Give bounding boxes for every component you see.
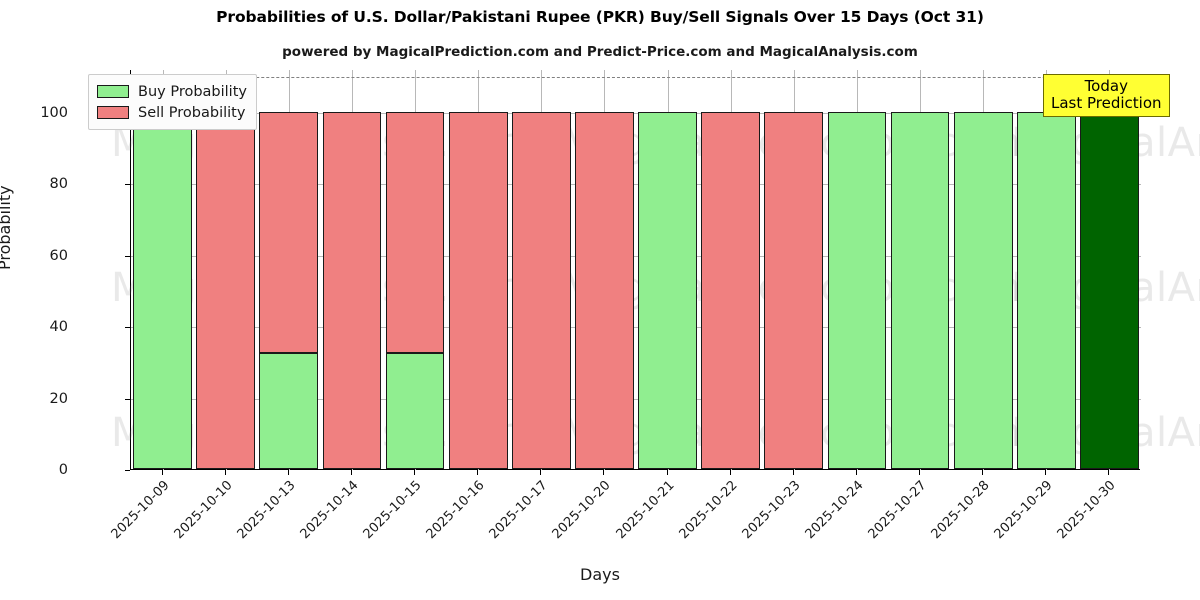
bar-group[interactable] — [890, 69, 950, 469]
x-tick-mark — [161, 470, 163, 475]
bar-group[interactable] — [385, 69, 445, 469]
y-tick-label: 100 — [40, 104, 68, 121]
bar-segment-buy[interactable] — [259, 352, 319, 469]
y-tick-mark — [125, 398, 130, 400]
x-tick-mark — [477, 470, 479, 475]
bar-group[interactable] — [764, 69, 824, 469]
bar-segment-sell[interactable] — [701, 111, 761, 469]
threshold-dashed-line — [131, 77, 1141, 79]
x-tick-mark — [287, 470, 289, 475]
bar-group[interactable] — [322, 69, 382, 469]
bar-group[interactable] — [1016, 69, 1076, 469]
bar-segment-buy[interactable] — [638, 111, 697, 469]
bar-group[interactable] — [448, 69, 508, 469]
y-tick-label: 0 — [58, 462, 68, 478]
legend-label-buy: Buy Probability — [138, 83, 247, 100]
legend-swatch-sell — [97, 106, 129, 119]
x-tick-mark — [792, 470, 794, 475]
bar-group[interactable] — [638, 69, 697, 469]
x-tick-mark — [919, 470, 921, 475]
y-tick-label: 80 — [49, 176, 68, 193]
bar-segment-sell[interactable] — [511, 111, 571, 469]
gridline-horizontal — [131, 184, 1141, 186]
y-tick-mark — [125, 470, 130, 471]
x-tick-mark — [224, 470, 226, 475]
bar-segment-sell[interactable] — [575, 111, 634, 469]
x-tick-mark — [350, 470, 352, 475]
y-tick-mark — [125, 327, 130, 329]
bar-group[interactable] — [196, 69, 256, 469]
bar-segment-sell[interactable] — [385, 111, 445, 353]
chart-legend: Buy Probability Sell Probability — [88, 74, 257, 130]
x-tick-mark — [414, 470, 416, 475]
y-axis-label: Probability — [0, 185, 14, 270]
x-tick-mark — [540, 470, 542, 475]
legend-item-sell: Sell Probability — [97, 102, 247, 123]
gridline-horizontal — [131, 398, 1141, 400]
bar-group[interactable] — [511, 69, 571, 469]
y-tick-label: 20 — [49, 390, 68, 407]
x-tick-mark — [855, 470, 857, 475]
gridline-horizontal — [131, 112, 1141, 114]
y-tick-mark — [125, 184, 130, 186]
legend-item-buy: Buy Probability — [97, 81, 247, 102]
x-tick-mark — [982, 470, 984, 475]
x-tick-mark — [603, 470, 605, 475]
x-tick-mark — [666, 470, 668, 475]
bar-group[interactable] — [259, 69, 319, 469]
bar-segment-sell[interactable] — [196, 111, 256, 469]
bar-segment-buy[interactable] — [385, 352, 445, 469]
bar-segment-sell[interactable] — [448, 111, 508, 469]
bar-segment-sell[interactable] — [322, 111, 382, 469]
gridline-horizontal — [131, 327, 1141, 329]
gridline-horizontal — [131, 255, 1141, 257]
bar-group[interactable] — [575, 69, 634, 469]
x-axis-label: Days — [580, 565, 620, 584]
bar-segment-buy[interactable] — [890, 111, 950, 469]
x-tick-mark — [1108, 470, 1110, 475]
x-tick-mark — [729, 470, 731, 475]
bar-segment-sell[interactable] — [259, 111, 319, 353]
plot-area: MagicalAnalysis.comMagicalPrediction.com… — [111, 69, 1200, 470]
chart-subtitle: powered by MagicalPrediction.com and Pre… — [282, 44, 918, 60]
y-tick-mark — [125, 255, 130, 257]
bar-segment-buy[interactable] — [1016, 111, 1076, 469]
today-annotation: Today Last Prediction — [1043, 74, 1170, 117]
today-label-line1: Today — [1084, 77, 1128, 95]
page-title: Probabilities of U.S. Dollar/Pakistani R… — [216, 8, 984, 26]
legend-label-sell: Sell Probability — [138, 104, 246, 121]
x-tick-mark — [1045, 470, 1047, 475]
bar-group[interactable] — [1080, 69, 1139, 469]
bar-segment-buy[interactable] — [133, 111, 192, 469]
bar-segment-buy[interactable] — [953, 111, 1013, 469]
y-tick-label: 40 — [49, 319, 68, 336]
bar-segment-sell[interactable] — [764, 111, 824, 469]
bar-group[interactable] — [953, 69, 1013, 469]
bar-group[interactable] — [827, 69, 887, 469]
legend-swatch-buy — [97, 85, 129, 98]
y-tick-label: 60 — [49, 247, 68, 264]
bar-segment-today[interactable] — [1080, 111, 1139, 469]
bar-segment-buy[interactable] — [827, 111, 887, 469]
bar-group[interactable] — [701, 69, 761, 469]
today-label-line2: Last Prediction — [1051, 93, 1162, 112]
